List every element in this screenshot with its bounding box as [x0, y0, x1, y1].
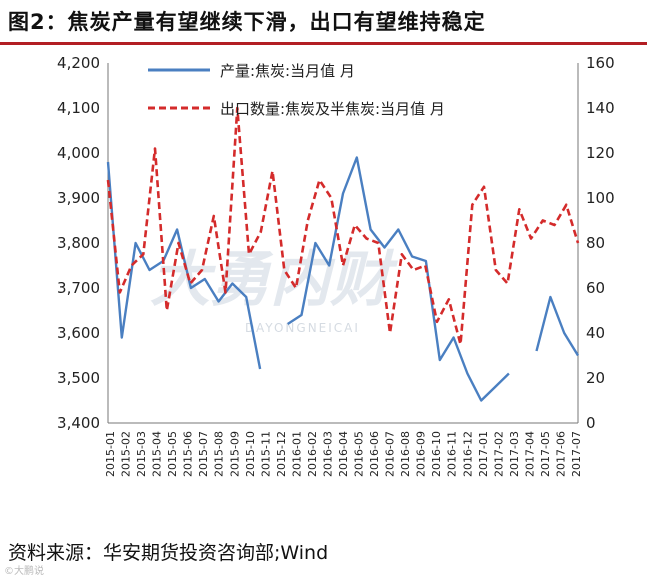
- line-chart: 大勇内财 DAYONGNEICAI 4,200 4,100 4,000 3,900 3,8…: [57, 54, 615, 477]
- y-right-tick-label: 0: [586, 414, 596, 432]
- x-tick-label: 2016-10: [430, 431, 443, 477]
- x-tick-label: 2016-05: [353, 431, 366, 477]
- y-left-tick-label: 4,000: [57, 144, 100, 162]
- x-tick-label: 2016-06: [368, 431, 381, 477]
- x-tick-label: 2015-05: [166, 431, 179, 477]
- source-note: 资料来源：华安期货投资咨询部;Wind: [8, 542, 329, 564]
- y-left-tick-label: 3,500: [57, 369, 100, 387]
- x-tick-label: 2015-11: [259, 431, 272, 477]
- x-tick-label: 2017-06: [555, 431, 568, 477]
- x-tick-label: 2017-03: [508, 431, 521, 477]
- x-tick-label: 2015-08: [213, 431, 226, 477]
- y-left-tick-label: 4,100: [57, 99, 100, 117]
- y-right-tick-label: 160: [586, 54, 615, 72]
- y-left-tick-label: 3,600: [57, 324, 100, 342]
- x-tick-label: 2015-01: [104, 431, 117, 477]
- series-lines: [106, 106, 580, 402]
- y-right-tick-label: 100: [586, 189, 615, 207]
- x-tick-label: 2017-01: [477, 431, 490, 477]
- legend-label-1: 产量:焦炭:当月值 月: [220, 62, 355, 80]
- y-right-tick-label: 140: [586, 99, 615, 117]
- y-left-tick-label: 3,400: [57, 414, 100, 432]
- x-tick-label: 2016-01: [290, 431, 303, 477]
- x-tick-label: 2016-11: [446, 431, 459, 477]
- x-tick-label: 2016-03: [322, 431, 335, 477]
- y-right-tick-label: 60: [586, 279, 605, 297]
- y-left-tick-label: 3,800: [57, 234, 100, 252]
- x-tick-label: 2016-12: [461, 431, 474, 477]
- x-tick-label: 2017-04: [523, 431, 536, 477]
- watermark-subtext: DAYONGNEICAI: [245, 321, 360, 335]
- x-tick-label: 2017-07: [570, 431, 583, 477]
- x-tick-label: 2016-02: [306, 431, 319, 477]
- y-left-tick-label: 3,900: [57, 189, 100, 207]
- y-right-tick-label: 120: [586, 144, 615, 162]
- watermark-logo: 大勇内财: [150, 245, 399, 315]
- axes: 4,200 4,100 4,000 3,900 3,800 3,700 3,600 3,500…: [57, 54, 615, 432]
- y-right-tick-label: 20: [586, 369, 605, 387]
- x-tick-label: 2015-06: [182, 431, 195, 477]
- x-tick-label: 2015-03: [135, 431, 148, 477]
- x-tick-label: 2016-04: [337, 431, 350, 477]
- y-left-tick-label: 4,200: [57, 54, 100, 72]
- x-axis-labels: 2015-01 2015-02 2015-03 2015-04 2015-05 2015-…: [104, 431, 583, 477]
- x-tick-label: 2015-12: [275, 431, 288, 477]
- title-divider: [0, 42, 647, 45]
- y-right-tick-label: 80: [586, 234, 605, 252]
- x-tick-label: 2015-10: [244, 431, 257, 477]
- watermark-layer: 大勇内财 DAYONGNEICAI: [150, 245, 399, 335]
- x-tick-label: 2015-09: [228, 431, 241, 477]
- watermark: ©大鹏说: [4, 566, 44, 577]
- y-left-tick-label: 3,700: [57, 279, 100, 297]
- series-line-2: [106, 106, 580, 346]
- x-tick-label: 2015-04: [151, 431, 164, 477]
- x-tick-label: 2015-02: [120, 431, 133, 477]
- x-tick-label: 2016-09: [415, 431, 428, 477]
- x-tick-label: 2016-07: [384, 431, 397, 477]
- x-tick-label: 2017-02: [492, 431, 505, 477]
- x-tick-label: 2016-08: [399, 431, 412, 477]
- x-tick-label: 2015-07: [197, 431, 210, 477]
- x-tick-label: 2017-05: [539, 431, 552, 477]
- legend-label-2: 出口数量:焦炭及半焦炭:当月值 月: [220, 100, 445, 118]
- y-right-tick-label: 40: [586, 324, 605, 342]
- figure-title: 图2：焦炭产量有望继续下滑，出口有望维持稳定: [8, 10, 486, 34]
